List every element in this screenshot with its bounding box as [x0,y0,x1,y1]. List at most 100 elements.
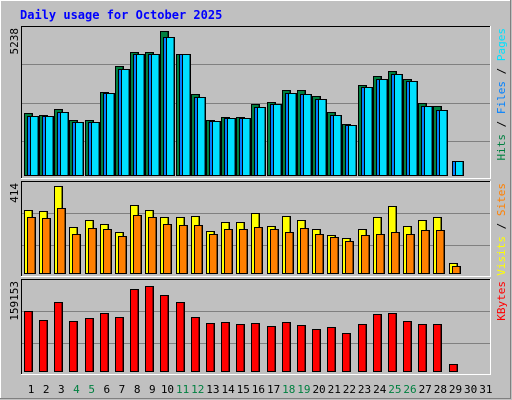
bar-kbytes-day-22 [342,333,351,372]
bars [24,31,464,372]
bar-sites-day-24 [376,234,385,274]
x-label-day-28: 28 [434,383,447,396]
legend-sites: Sites [495,183,508,216]
bar-kbytes-day-28 [433,324,442,372]
bar-pages-day-13 [212,121,221,176]
legend-visits: Visits [495,236,508,276]
panel-3-max-label: 159153 [8,281,21,321]
bar-sites-day-22 [345,241,354,274]
bar-pages-day-1 [30,116,39,176]
bar-sites-day-16 [254,227,263,274]
bar-kbytes-day-10 [160,295,169,372]
bar-kbytes-day-20 [312,329,321,372]
bar-sites-day-13 [209,234,218,274]
x-label-day-2: 2 [43,383,50,396]
bar-kbytes-day-9 [145,286,154,372]
bar-pages-day-19 [303,94,312,176]
bar-pages-day-24 [379,79,388,176]
legend-separator: / [495,114,508,134]
x-label-day-14: 14 [221,383,235,396]
bar-pages-day-29 [455,161,464,176]
bar-sites-day-19 [300,228,309,274]
bar-kbytes-day-18 [282,322,291,372]
bar-kbytes-day-16 [251,323,260,372]
y-max-labels: 5238 414 159153 [8,28,21,321]
bar-sites-day-7 [118,236,127,274]
bar-kbytes-day-13 [206,323,215,372]
x-label-day-22: 22 [343,383,356,396]
bar-pages-day-7 [121,69,130,176]
x-label-day-7: 7 [119,383,126,396]
bar-sites-day-17 [270,229,279,274]
bar-sites-day-20 [315,234,324,274]
x-label-day-26: 26 [403,383,416,396]
bar-pages-day-18 [288,93,297,176]
x-label-day-16: 16 [252,383,265,396]
bar-kbytes-day-19 [297,325,306,372]
bar-pages-day-23 [364,87,373,176]
bar-kbytes-day-26 [403,321,412,372]
bar-sites-day-4 [72,234,81,274]
x-label-day-15: 15 [237,383,250,396]
x-label-day-11: 11 [176,383,189,396]
legend-separator: / [495,216,508,236]
panel-3-legend: KBytes [495,281,508,321]
bar-sites-day-25 [391,232,400,274]
bar-pages-day-12 [197,97,206,176]
x-label-day-10: 10 [161,383,174,396]
bar-pages-day-17 [273,104,282,176]
bar-pages-day-3 [60,112,69,176]
x-label-day-19: 19 [297,383,310,396]
bar-sites-day-3 [57,208,66,274]
bar-pages-day-14 [227,118,236,176]
bar-sites-day-15 [239,229,248,274]
bar-pages-day-22 [348,125,357,176]
bar-sites-day-27 [421,230,430,274]
x-label-day-1: 1 [28,383,35,396]
x-label-day-27: 27 [419,383,432,396]
bar-kbytes-day-4 [69,321,78,372]
bar-pages-day-6 [106,93,115,176]
panel-1-max-label: 5238 [8,28,21,55]
bar-kbytes-day-5 [85,318,94,372]
bar-sites-day-2 [42,218,51,274]
x-label-day-9: 9 [149,383,156,396]
bar-kbytes-day-27 [418,324,427,372]
bar-sites-day-6 [103,229,112,274]
bar-pages-day-5 [91,122,100,176]
bar-sites-day-18 [285,232,294,274]
bar-kbytes-day-3 [54,302,63,372]
bar-kbytes-day-11 [176,302,185,372]
bar-pages-day-25 [394,74,403,176]
bar-sites-day-21 [330,237,339,274]
bar-kbytes-day-1 [24,311,33,372]
bar-kbytes-day-23 [358,324,367,372]
bar-kbytes-day-29 [449,364,458,372]
x-label-day-8: 8 [134,383,141,396]
bar-sites-day-12 [194,225,203,274]
x-label-day-30: 30 [464,383,477,396]
x-label-day-5: 5 [88,383,95,396]
bar-sites-day-14 [224,229,233,274]
bar-sites-day-1 [27,217,36,274]
bar-kbytes-day-21 [327,327,336,372]
bar-pages-day-2 [45,116,54,176]
x-label-day-31: 31 [479,383,492,396]
bar-pages-day-20 [318,99,327,176]
bar-pages-day-21 [333,115,342,176]
x-label-day-13: 13 [206,383,219,396]
bar-kbytes-day-24 [373,314,382,372]
bar-pages-day-15 [242,118,251,176]
x-label-day-12: 12 [191,383,204,396]
bar-kbytes-day-15 [236,324,245,372]
bar-sites-day-26 [406,234,415,274]
panel-1-legend: Hits / Files / Pages [495,28,508,161]
bar-sites-day-11 [179,225,188,274]
x-label-day-6: 6 [103,383,110,396]
legend-files: Files [495,81,508,114]
bar-kbytes-day-8 [130,289,139,372]
bar-pages-day-9 [151,54,160,176]
bar-sites-day-29 [452,266,461,274]
bar-pages-day-28 [439,110,448,176]
